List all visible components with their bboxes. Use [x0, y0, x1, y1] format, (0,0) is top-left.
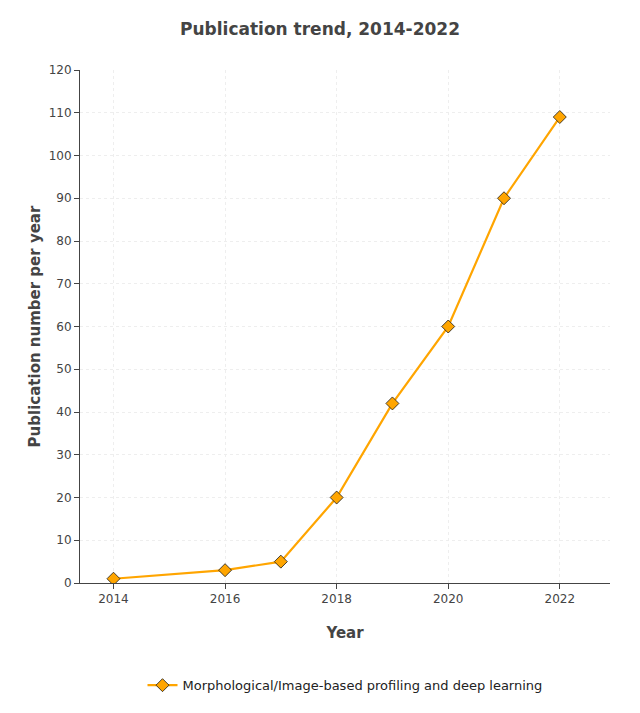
svg-text:Year: Year: [325, 624, 364, 642]
svg-text:2016: 2016: [210, 592, 241, 606]
svg-text:2022: 2022: [545, 592, 576, 606]
svg-text:2020: 2020: [433, 592, 464, 606]
svg-text:40: 40: [56, 405, 71, 419]
svg-text:Publication number per year: Publication number per year: [26, 205, 44, 447]
svg-text:2018: 2018: [321, 592, 352, 606]
svg-text:120: 120: [49, 63, 72, 77]
svg-text:70: 70: [56, 277, 71, 291]
svg-text:90: 90: [56, 191, 71, 205]
svg-text:Morphological/Image-based prof: Morphological/Image-based profiling and …: [183, 678, 543, 693]
svg-text:10: 10: [56, 533, 71, 547]
svg-text:2014: 2014: [98, 592, 129, 606]
svg-text:80: 80: [56, 234, 71, 248]
svg-text:110: 110: [49, 106, 72, 120]
svg-text:Publication trend, 2014-2022: Publication trend, 2014-2022: [180, 19, 460, 39]
svg-text:50: 50: [56, 362, 71, 376]
svg-text:0: 0: [64, 576, 72, 590]
svg-text:30: 30: [56, 448, 71, 462]
svg-text:60: 60: [56, 320, 71, 334]
svg-text:20: 20: [56, 491, 71, 505]
svg-text:100: 100: [49, 149, 72, 163]
